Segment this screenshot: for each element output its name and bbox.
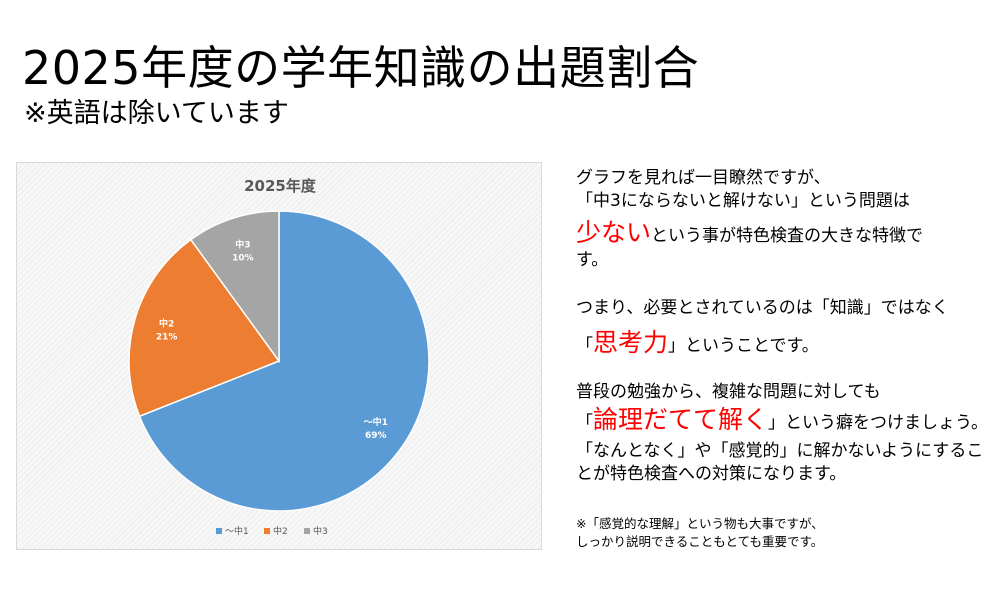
legend-label-1: ～中1 [225, 525, 249, 537]
slice-percent-2: 21% [156, 332, 178, 342]
legend-label-3: 中3 [313, 525, 328, 537]
page-title: 2025年度の学年知識の出題割合 [22, 41, 700, 95]
legend-swatch-1 [216, 528, 222, 534]
legend-swatch-2 [264, 528, 270, 534]
note-line-1: ※「感覚的な理解」という物も大事ですが、 [576, 516, 824, 531]
chart-title: 2025年度 [244, 177, 317, 195]
slice-percent-1: 69% [365, 431, 387, 441]
bracket-open: 「 [576, 413, 593, 433]
pie-slice-1 [138, 210, 430, 512]
paragraph-3-line-3: 「なんとなく」や「感覚的」に解かないようにするこ [576, 441, 984, 461]
paragraph-3-line-2-rest: 」という癖をつけましょう。 [768, 413, 988, 433]
paragraph-3-line-1: 普段の勉強から、複雑な問題に対しても [576, 382, 881, 402]
pie-chart: 2025年度 ～中1 69% 中2 21% 中3 10% ～中1 中2 中3 [128, 177, 430, 537]
paragraph-1-line-3: 少ないという事が特色検査の大きな特徴で [576, 218, 923, 248]
bracket-open: 「 [576, 336, 593, 356]
paragraph-2-line-2-rest: 」ということです。 [668, 336, 819, 356]
paragraph-2-line-2: 「思考力」ということです。 [576, 328, 819, 358]
slice-percent-3: 10% [232, 254, 254, 264]
slice-label-3: 中3 [235, 239, 250, 251]
note-line-2: しっかり説明できることもとても重要です。 [576, 534, 824, 549]
page-subtitle: ※英語は除いています [24, 98, 289, 129]
paragraph-1-line-4: す。 [576, 250, 609, 270]
pie-slice-2 [128, 238, 281, 418]
paragraph-1-line-3-rest: という事が特色検査の大きな特徴で [651, 226, 924, 246]
emphasis-shikouryoku: 思考力 [593, 328, 669, 357]
emphasis-ronri: 論理だてて解く [593, 405, 769, 434]
pie-chart-panel: 2025年度 ～中1 69% 中2 21% 中3 10% ～中1 中2 中3 [16, 162, 542, 550]
legend-swatch-3 [304, 528, 310, 534]
emphasis-sukunai: 少ない [576, 218, 652, 247]
paragraph-3-line-4: とが特色検査への対策になります。 [576, 464, 847, 484]
slice-label-1: ～中1 [364, 416, 388, 428]
paragraph-1-line-2: 「中3にならないと解けない」という問題は [576, 191, 910, 211]
paragraph-2-line-1: つまり、必要とされているのは「知識」ではなく [576, 298, 949, 318]
legend-label-2: 中2 [273, 525, 288, 537]
paragraph-1-line-1: グラフを見れば一目瞭然ですが、 [576, 168, 831, 188]
slice-label-2: 中2 [159, 317, 174, 329]
paragraph-3-line-2: 「論理だてて解く」という癖をつけましょう。 [576, 405, 988, 435]
pie-slice-3 [189, 210, 280, 364]
